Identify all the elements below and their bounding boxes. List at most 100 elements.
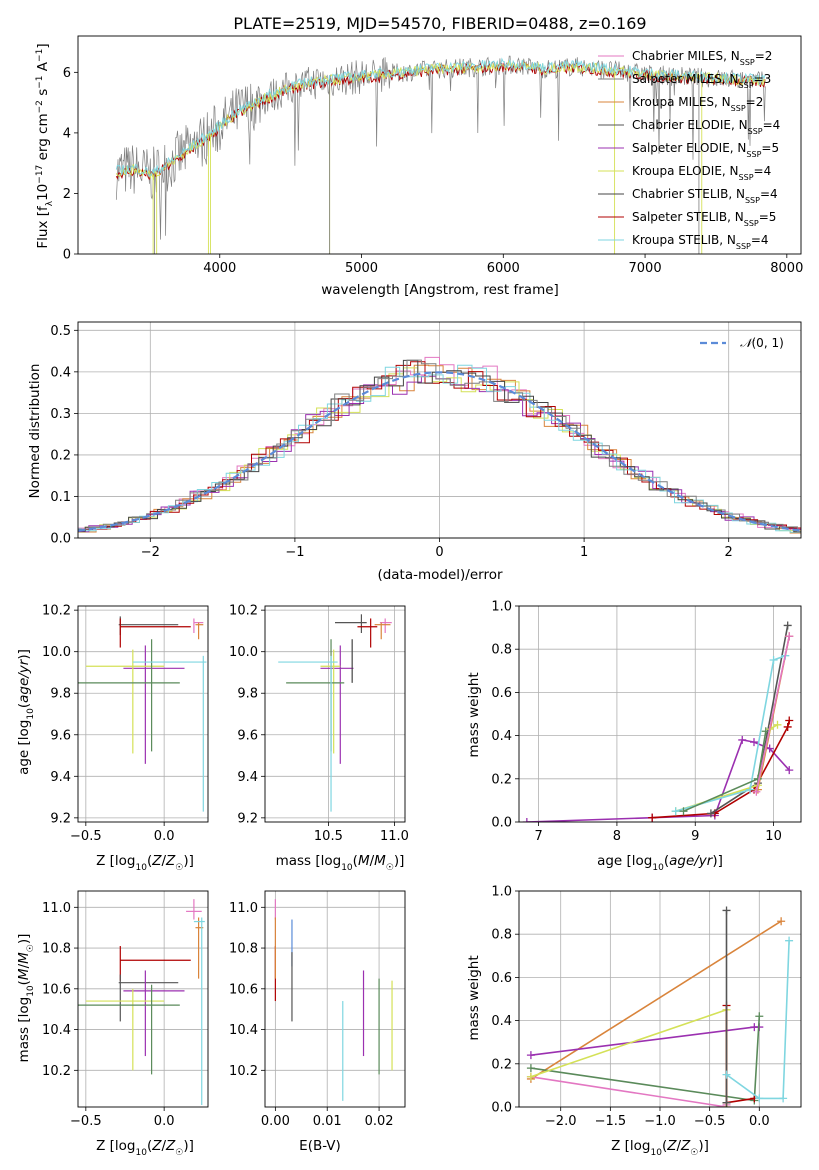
- y-tick-label: 10.2: [229, 604, 258, 619]
- x-tick-label: 4000: [203, 261, 236, 276]
- mass-weight-point: [722, 906, 731, 915]
- spectrum-ylabel: Flux [fλ10−17 erg cm−2 s−1 A−1]: [35, 43, 55, 248]
- mass-weight-point: [722, 1070, 731, 1079]
- y-tick-label: 9.4: [237, 770, 258, 785]
- mwZ-xlabel: Z [log10(Z/Z☉)]: [611, 1138, 709, 1158]
- mass-weight-line: [530, 1016, 761, 1102]
- mass-weight-point: [783, 722, 792, 731]
- x-tick-label: −1.5: [595, 1114, 627, 1129]
- mass-weight-point: [746, 785, 755, 794]
- y-tick-label: 0.1: [50, 490, 71, 505]
- x-tick-label: 0.0: [749, 1114, 770, 1129]
- x-tick-label: 0: [435, 545, 443, 560]
- y-tick-label: 9.2: [50, 811, 71, 826]
- mass-weight-point: [526, 1064, 535, 1073]
- x-tick-label: 0.0: [154, 829, 175, 844]
- mass-weight-point: [755, 1094, 764, 1103]
- mass-weight-point: [785, 716, 794, 725]
- axes-frame: [77, 605, 209, 823]
- mass-weight-line: [755, 636, 791, 792]
- y-tick-label: 10.6: [42, 982, 71, 997]
- panel-mass-weight-vs-age: 7 8 9 10 0.0 0.2 0.4 0.6 0.8 1.0: [491, 600, 802, 844]
- axes-frame: [264, 605, 406, 823]
- y-tick-label: 0.4: [491, 729, 512, 744]
- y-tick-label: 0.2: [491, 1057, 512, 1072]
- massZ-xlabel: Z [log10(Z/Z☉)]: [96, 1138, 194, 1158]
- mass-weight-point: [777, 917, 786, 926]
- x-tick-label: −0.5: [70, 829, 102, 844]
- axes-frame: [77, 321, 802, 539]
- y-tick-label: 9.4: [50, 770, 71, 785]
- y-tick-label: 0.4: [491, 1014, 512, 1029]
- x-tick-label: 10.5: [314, 829, 343, 844]
- spectrum-title: PLATE=2519, MJD=54570, FIBERID=0488, z=0…: [233, 14, 646, 33]
- y-tick-label: 9.6: [237, 728, 258, 743]
- residuals-xlabel: (data-model)/error: [377, 567, 503, 583]
- y-tick-label: 10.8: [42, 942, 71, 957]
- axes-frame: [77, 35, 802, 255]
- x-tick-label: 5000: [345, 261, 378, 276]
- mass-weight-point: [785, 766, 794, 775]
- y-tick-label: 0.0: [491, 816, 512, 831]
- residuals-ylabel: Normed distribution: [27, 364, 43, 499]
- agemass-xlabel: mass [log10(M/M☉)]: [276, 853, 405, 873]
- mwage-ylabel: mass weight: [466, 672, 482, 757]
- plot-area: [115, 55, 766, 254]
- y-tick-label: 10.2: [42, 604, 71, 619]
- legend-label: 𝒩(0, 1): [740, 336, 784, 350]
- x-tick-label: −0.5: [694, 1114, 726, 1129]
- y-tick-label: 0.0: [50, 532, 71, 547]
- legend-label: Kroupa STELIB, NSSP=4: [632, 233, 769, 251]
- plot-area: [526, 906, 794, 1107]
- x-tick-label: 1: [580, 545, 588, 560]
- mass-weight-point: [769, 656, 778, 664]
- x-tick-label: 6000: [487, 261, 520, 276]
- x-tick-label: −2.0: [545, 1114, 577, 1129]
- panel-mass-weight-vs-Z: −2.0 −1.5 −1.0 −0.5 0.0 0.0 0.2 0.4 0.6 0.8 1.0: [491, 885, 802, 1129]
- y-tick-label: 0.8: [491, 643, 512, 658]
- y-tick-label: 10.8: [229, 942, 258, 957]
- mass-weight-point: [679, 807, 688, 816]
- mass-weight-point: [706, 809, 715, 818]
- y-tick-label: 9.2: [237, 811, 258, 826]
- y-tick-label: 4: [63, 126, 71, 141]
- ageZ-xlabel: Z [log10(Z/Z☉)]: [96, 853, 194, 873]
- mass-weight-line: [530, 1026, 760, 1056]
- legend-label: Chabrier MILES, NSSP=2: [632, 49, 772, 67]
- mass-weight-line: [725, 1005, 755, 1104]
- plot-area: [274, 899, 393, 1101]
- x-tick-label: 11.0: [380, 829, 409, 844]
- residual-histogram: [78, 364, 801, 533]
- mass-weight-line: [526, 738, 790, 822]
- mass-weight-line: [675, 724, 778, 812]
- y-tick-label: 10.0: [42, 645, 71, 660]
- massZ-ylabel: mass [log10(M/M☉)]: [16, 934, 36, 1063]
- x-tick-label: 7000: [629, 261, 662, 276]
- panel-age-vs-Z: −0.5 0.0 9.2 9.4 9.6 9.8 10.0 10.2: [42, 604, 209, 844]
- mass-weight-line: [726, 940, 790, 1100]
- ageZ-ylabel: age [log10(age/yr)]: [16, 649, 36, 775]
- x-tick-label: 7: [534, 829, 542, 844]
- y-tick-label: 2: [63, 187, 71, 202]
- plot-area: [78, 356, 801, 534]
- y-tick-label: 0.5: [50, 324, 71, 339]
- axes-frame: [518, 890, 802, 1108]
- legend-label: Salpeter STELIB, NSSP=5: [632, 210, 776, 228]
- y-tick-label: 6: [63, 66, 71, 81]
- x-tick-label: −0.5: [70, 1114, 102, 1129]
- axes-frame: [264, 890, 406, 1108]
- mass-weight-point: [785, 632, 794, 641]
- y-tick-label: 0.2: [50, 448, 71, 463]
- x-tick-label: 2: [725, 545, 733, 560]
- mwZ-ylabel: mass weight: [466, 955, 482, 1040]
- y-tick-label: 9.8: [50, 687, 71, 702]
- axes-frame: [77, 890, 209, 1108]
- massEBV-xlabel: E(B-V): [299, 1138, 341, 1154]
- y-tick-label: 10.4: [229, 1023, 258, 1038]
- x-tick-label: 8: [613, 829, 621, 844]
- gaussian-curve: [78, 371, 801, 532]
- y-tick-label: 9.6: [50, 728, 71, 743]
- mass-weight-point: [750, 738, 758, 747]
- legend-label: Kroupa ELODIE, NSSP=4: [632, 164, 771, 182]
